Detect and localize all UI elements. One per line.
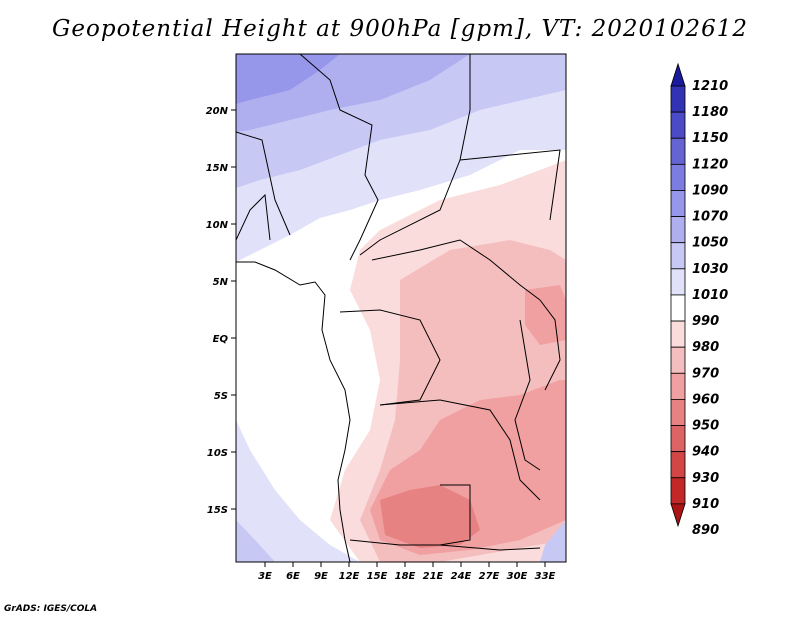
colorbar-swatch — [670, 425, 686, 453]
lon-label: 24E — [451, 571, 472, 582]
lon-label: 33E — [535, 571, 556, 582]
colorbar-label: 1010 — [692, 288, 728, 303]
colorbar-label: 910 — [692, 497, 719, 512]
colorbar-arrow-bottom — [670, 503, 686, 528]
lon-label: 15E — [367, 571, 388, 582]
lon-label: 12E — [339, 571, 360, 582]
map-title: Geopotential Height at 900hPa [gpm], VT:… — [52, 16, 748, 42]
colorbar-swatch — [670, 346, 686, 374]
height-field — [236, 54, 566, 562]
colorbar-label: 990 — [692, 314, 719, 329]
map-frame — [235, 53, 567, 563]
colorbar-label: 1210 — [692, 79, 728, 94]
lon-label: 21E — [423, 571, 444, 582]
colorbar-label: 1150 — [692, 131, 728, 146]
credit-text: GrADS: IGES/COLA — [4, 604, 98, 614]
colorbar-label: 940 — [692, 445, 719, 460]
colorbar-swatch — [670, 320, 686, 348]
colorbar-label: 890 — [692, 523, 719, 538]
colorbar-swatch — [670, 216, 686, 244]
colorbar-swatch — [670, 372, 686, 400]
colorbar-label: 1090 — [692, 183, 728, 198]
lon-label: 30E — [507, 571, 528, 582]
colorbar-swatch — [670, 451, 686, 479]
colorbar-swatch — [670, 163, 686, 191]
colorbar-swatch — [670, 242, 686, 270]
colorbar-swatch — [670, 190, 686, 217]
colorbar-label: 1120 — [692, 157, 728, 172]
coastline-borders — [236, 54, 561, 562]
colorbar-swatch — [670, 477, 686, 505]
colorbar-swatch — [670, 399, 686, 426]
lon-label: 9E — [314, 571, 328, 582]
colorbar-label: 930 — [692, 471, 719, 486]
lat-label: 10S — [207, 448, 228, 459]
lat-label: 15N — [206, 163, 229, 174]
lon-axis: 3E 6E 9E 12E 15E 18E 21E 24E 27E 30E 33E — [258, 562, 556, 582]
colorbar-swatch — [670, 268, 686, 296]
colorbar-swatch — [670, 294, 686, 322]
colorbar-label: 980 — [692, 340, 719, 355]
colorbar-arrow-top — [670, 62, 686, 87]
colorbar-swatch — [670, 85, 686, 113]
lon-label: 18E — [395, 571, 416, 582]
colorbar-label: 950 — [692, 419, 719, 434]
colorbar-label: 970 — [692, 366, 719, 381]
colorbar-label: 1050 — [692, 236, 728, 251]
lat-label: EQ — [213, 334, 229, 345]
colorbar-label: 1030 — [692, 262, 728, 277]
lat-axis: 20N 15N 10N 5N EQ 5S 10S 15S — [206, 106, 236, 516]
colorbar-swatch — [670, 137, 686, 165]
lon-label: 27E — [479, 571, 500, 582]
lon-label: 3E — [258, 571, 272, 582]
colorbar: 1210 1180 1150 1120 1090 1070 1050 1030 1010 990 9… — [670, 62, 728, 538]
colorbar-label: 1070 — [692, 210, 728, 225]
colorbar-label: 960 — [692, 392, 719, 407]
colorbar-swatch — [670, 111, 686, 139]
colorbar-label: 1180 — [692, 105, 728, 120]
lat-label: 20N — [206, 106, 229, 117]
lat-label: 5N — [213, 277, 229, 288]
lat-label: 15S — [207, 505, 228, 516]
lat-label: 10N — [206, 220, 229, 231]
lon-label: 6E — [286, 571, 300, 582]
lat-label: 5S — [214, 391, 228, 402]
